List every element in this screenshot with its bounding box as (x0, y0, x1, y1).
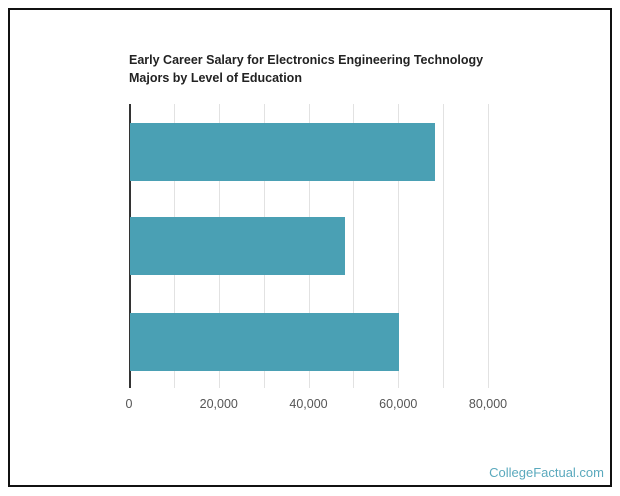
y-axis-line (129, 104, 131, 388)
chart-title: Early Career Salary for Electronics Engi… (129, 51, 509, 87)
x-tick-label: 80,000 (468, 397, 508, 411)
chart-title-line-2: Majors by Level of Education (129, 71, 302, 85)
bar[interactable] (130, 123, 436, 181)
gridline (353, 104, 355, 388)
watermark-link[interactable]: CollegeFactual.com (489, 465, 604, 480)
x-tick-label: 60,000 (379, 397, 418, 411)
x-tick-label: 40,000 (289, 397, 328, 411)
bar[interactable] (130, 313, 400, 371)
chart-title-line-1: Early Career Salary for Electronics Engi… (129, 53, 484, 67)
plot-area (129, 104, 489, 388)
gridline (443, 104, 445, 388)
gridline (488, 104, 489, 388)
gridline (398, 104, 400, 388)
x-tick-label: 0 (125, 397, 133, 411)
x-tick-label: 20,000 (199, 397, 238, 411)
bar[interactable] (130, 217, 346, 275)
